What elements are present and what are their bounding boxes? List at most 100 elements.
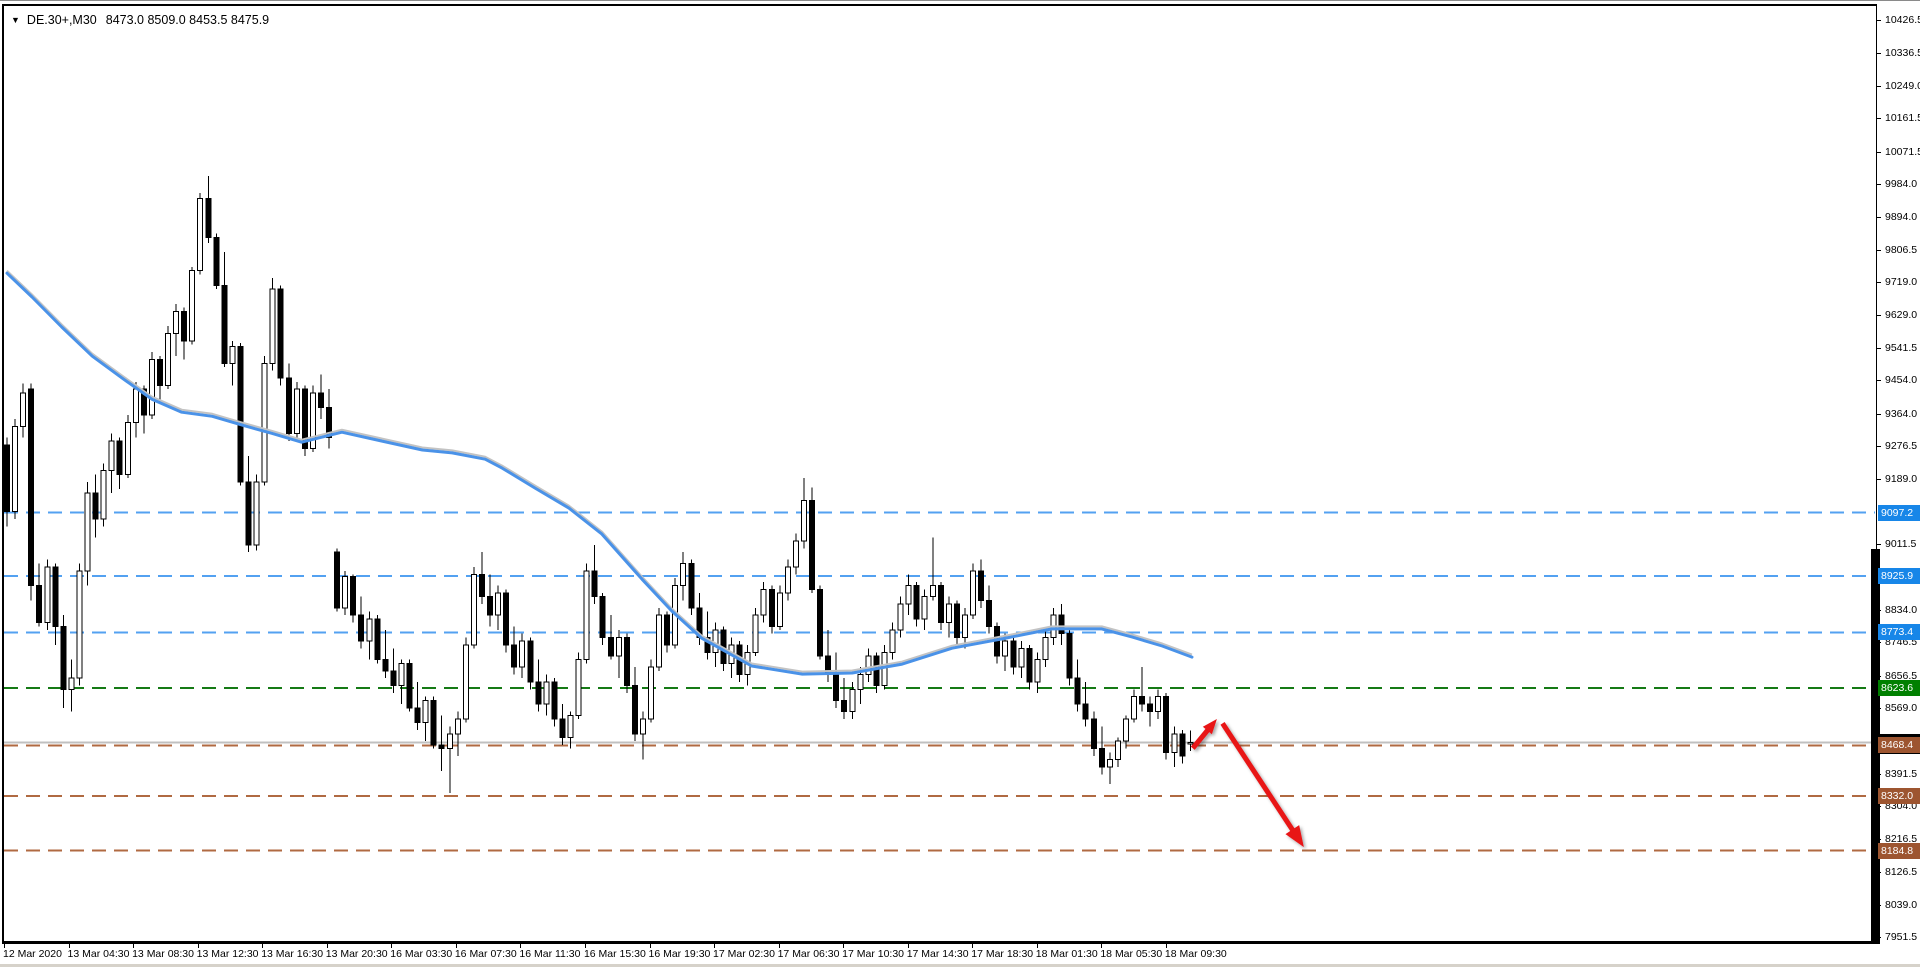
candle-body <box>519 640 526 668</box>
price-tick-label: 7951.5 <box>1885 931 1918 943</box>
price-tick-label: 8391.5 <box>1885 767 1918 780</box>
candle-body <box>857 673 864 690</box>
level-price-label: 8468.4 <box>1878 737 1920 754</box>
chart-plot-area[interactable]: ▼ DE.30+,M30 8473.0 8509.0 8453.5 8475.9 <box>2 4 1877 944</box>
price-tick-mark <box>1876 380 1881 382</box>
candle-body <box>704 636 711 653</box>
price-tick-mark <box>1876 446 1881 448</box>
time-axis[interactable]: 12 Mar 2020 13 Mar 04:30 13 Mar 08:30 13 Ma… <box>0 946 1920 963</box>
candle-body <box>503 592 510 646</box>
candle-body <box>253 481 260 546</box>
candle-body <box>52 566 59 627</box>
candle-body <box>768 588 775 627</box>
candle-body <box>495 592 502 616</box>
time-tick-label: 17 Mar 02:30 <box>713 948 775 960</box>
candle-body <box>599 596 606 638</box>
chart-ohlc-values: 8473.0 8509.0 8453.5 8475.9 <box>105 13 270 27</box>
price-tick-label: 9806.5 <box>1885 243 1918 256</box>
price-tick-label: 9454.0 <box>1885 374 1918 387</box>
price-tick-mark <box>1876 183 1881 185</box>
trend-arrows[interactable] <box>1190 718 1304 848</box>
price-tick-label: 9189.0 <box>1885 472 1918 485</box>
price-tick-label: 10249.0 <box>1885 79 1920 92</box>
candle-body <box>1002 640 1009 657</box>
candle-body <box>986 599 993 627</box>
candle-body <box>1106 759 1113 768</box>
candle-body <box>776 592 783 627</box>
price-tick-mark <box>1876 282 1881 284</box>
time-tick-mark <box>68 944 70 948</box>
candle-body <box>406 662 413 709</box>
big-down-arrow-head[interactable] <box>1285 825 1304 848</box>
time-tick-mark <box>778 944 780 948</box>
candle-body <box>92 492 99 520</box>
candle-body <box>36 585 43 624</box>
time-tick-mark <box>391 944 393 948</box>
candle-body <box>454 718 461 735</box>
time-tick-mark <box>714 944 716 948</box>
time-tick-label: 13 Mar 16:30 <box>261 948 324 960</box>
candle-body <box>1034 659 1041 683</box>
price-tick-mark <box>1876 347 1881 349</box>
candle-body <box>889 629 896 653</box>
support-resistance-lines[interactable] <box>4 511 1875 852</box>
symbol-dropdown-icon: ▼ <box>11 15 20 25</box>
candle-body <box>648 666 654 720</box>
price-axis[interactable]: 10426.5 10336.5 10249.0 10161.5 10071.5 9984.… <box>1881 1 1920 944</box>
candle-body <box>1155 696 1162 713</box>
level-price-label: 8773.4 <box>1878 624 1920 641</box>
candle-body <box>784 566 791 594</box>
price-tick-mark <box>1876 151 1881 153</box>
time-tick-mark <box>197 944 199 948</box>
time-tick-label: 16 Mar 15:30 <box>583 948 646 960</box>
time-tick-label: 13 Mar 08:30 <box>132 948 194 960</box>
candle-body <box>221 284 228 364</box>
candle-body <box>1171 733 1178 753</box>
candle-body <box>1187 742 1194 745</box>
time-tick-mark <box>843 944 845 948</box>
candle-body <box>189 270 196 342</box>
time-tick-mark <box>584 944 586 948</box>
candle-body <box>841 699 848 713</box>
candle-body <box>1010 640 1017 668</box>
candle-body <box>559 718 566 738</box>
candle-body <box>116 440 123 475</box>
candle-body <box>326 407 332 438</box>
candle-body <box>245 481 252 546</box>
candle-body <box>913 585 920 620</box>
axis-black-range-bar <box>1871 548 1880 944</box>
candle-body <box>1139 696 1146 705</box>
candle-body <box>575 659 582 716</box>
candle-body <box>44 566 51 624</box>
candle-body <box>978 570 985 601</box>
time-tick-mark <box>649 944 651 948</box>
price-tick-label: 9541.5 <box>1885 341 1918 354</box>
candle-body <box>809 499 815 590</box>
candle-body <box>1147 703 1154 713</box>
time-tick-mark <box>1036 944 1038 948</box>
price-tick-label: 10071.5 <box>1885 145 1920 158</box>
candle-body <box>478 573 485 598</box>
candle-body <box>752 614 759 653</box>
candle-body <box>438 744 445 750</box>
small-up-arrow-head[interactable] <box>1202 718 1217 735</box>
time-tick-label: 16 Mar 03:30 <box>390 948 453 960</box>
candle-body <box>301 388 308 449</box>
candle-body <box>639 718 646 735</box>
big-down-arrow-shaft[interactable] <box>1220 722 1301 840</box>
chart-canvas[interactable] <box>4 6 1876 941</box>
candle-body <box>165 333 171 387</box>
candle-body <box>607 636 614 657</box>
candle-body <box>897 603 904 631</box>
candle-body <box>1058 614 1065 635</box>
time-tick-label: 18 Mar 01:30 <box>1035 948 1098 960</box>
candle-body <box>849 688 856 713</box>
price-tick-label: 8834.0 <box>1885 604 1918 617</box>
price-tick-mark <box>1876 478 1881 480</box>
candle-body <box>156 359 163 387</box>
time-tick-mark <box>1101 944 1103 948</box>
candle-body <box>1026 648 1033 683</box>
candle-body <box>527 640 534 683</box>
candle-body <box>1074 677 1081 705</box>
candle-body <box>350 575 357 616</box>
